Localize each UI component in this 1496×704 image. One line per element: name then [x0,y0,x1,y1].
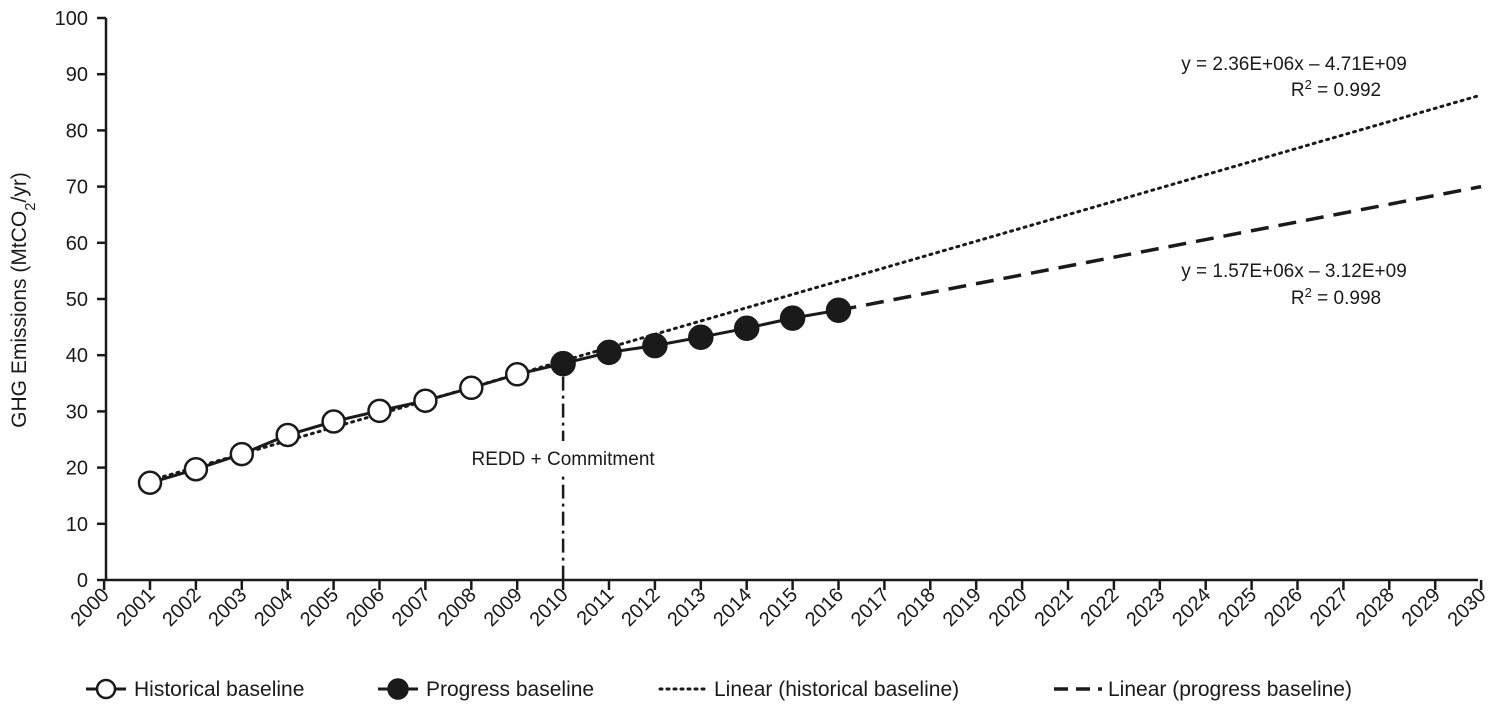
series-layer [137,93,1483,496]
x-tick-label: 2028 [1352,584,1399,631]
x-tick-label: 2024 [1168,584,1215,631]
x-tick-label: 2026 [1260,584,1307,631]
legend-label-linear-progress: Linear (progress baseline) [1108,678,1352,701]
historical-point [275,422,300,448]
x-tick-label: 2011 [573,584,619,630]
y-axis-title-subscript: 2 [22,202,39,210]
y-tick-label: 90 [66,64,88,86]
x-tick-label: 2023 [1122,584,1169,631]
progress-point [825,297,852,323]
x-tick-label: 2025 [1214,584,1261,631]
legend-label-linear-historical: Linear (historical baseline) [714,678,959,701]
progress-r2-value: = 0.998 [1312,288,1381,309]
historical-r2: R2 = 0.992 [1291,77,1381,102]
legend: Historical baseline Progress baseline Li… [86,678,1352,701]
x-tick-label: 2001 [113,584,160,631]
y-tick-label: 100 [55,8,88,30]
x-tick-label: 2016 [801,584,848,631]
progress-point [596,339,622,366]
y-tick-label: 30 [66,401,88,423]
historical-point [321,409,346,434]
legend-swatch-progress-marker [387,678,409,700]
legend-label-progress: Progress baseline [426,678,594,701]
progress-point [642,332,668,359]
progress-r2: R2 = 0.998 [1291,285,1381,310]
progress-point [733,315,760,341]
x-tick-label: 2017 [847,584,894,631]
historical-point [229,441,255,467]
historical-point [137,470,163,496]
y-tick-label: 20 [66,458,88,480]
y-axis-title-main: GHG Emissions (MtCO [8,211,31,428]
historical-point [413,388,438,413]
y-tick-label: 60 [66,233,88,255]
legend-item-progress: Progress baseline [378,678,594,701]
x-tick-label: 2019 [939,584,986,631]
x-tick-label: 2009 [480,584,527,631]
series-line-linear-progress [838,184,1482,312]
y-axis-title: GHG Emissions (MtCO2/yr) [8,172,39,428]
legend-item-historical: Historical baseline [86,678,304,701]
x-tick-label: 2014 [709,584,756,631]
x-tick-label: 2004 [250,584,297,631]
x-tick-label: 2027 [1306,584,1353,631]
y-tick-label: 40 [66,345,88,367]
x-tick-label: 2003 [204,584,251,631]
progress-point [550,350,576,377]
progress-point [688,324,714,350]
historical-point [183,457,209,482]
commitment-label: REDD + Commitment [472,449,656,470]
y-tick-label: 80 [66,120,88,142]
x-tick-label: 2006 [342,584,389,631]
x-tick-label: 2010 [526,584,573,631]
y-tick-label: 50 [66,289,88,311]
x-tick-label: 2030 [1444,584,1491,631]
historical-r2-prefix: R [1291,80,1305,101]
historical-point [367,398,392,424]
axes [104,18,1478,582]
x-tick-label: 2029 [1398,584,1445,631]
series-line-linear-historical [148,93,1483,482]
legend-item-linear-progress: Linear (progress baseline) [1054,678,1352,701]
x-tick-label: 2000 [67,584,114,631]
progress-point [779,305,806,331]
x-tick-label: 2021 [1031,584,1078,631]
x-tick-label: 2015 [755,584,802,631]
progress-equation: y = 1.57E+06x – 3.12E+09 [1181,261,1407,282]
legend-item-linear-historical: Linear (historical baseline) [658,678,959,701]
progress-r2-prefix: R [1291,288,1305,309]
y-axis-title-tail: /yr) [8,172,31,202]
x-tick-label: 2020 [985,584,1032,631]
x-ticks: 2000200120022003200420052006200720082009… [67,580,1491,631]
y-ticks: 0 10 20 30 40 50 60 70 80 90 100 [55,8,106,592]
legend-swatch-historical-marker [95,678,117,700]
x-tick-label: 2013 [663,584,710,631]
series-line-historical [149,362,564,485]
x-tick-label: 2002 [158,584,205,631]
x-tick-label: 2005 [296,584,343,631]
y-tick-label: 70 [66,177,88,199]
historical-point [504,362,530,387]
legend-label-historical: Historical baseline [134,678,304,701]
historical-r2-superscript: 2 [1305,77,1312,92]
x-tick-label: 2022 [1076,584,1123,631]
commitment-label-background [427,441,700,473]
x-tick-label: 2018 [893,584,940,631]
y-tick-label: 10 [66,514,88,536]
x-tick-label: 2008 [434,584,481,631]
historical-point [459,375,484,401]
historical-equation: y = 2.36E+06x – 4.71E+09 [1181,54,1407,75]
x-tick-label: 2012 [617,584,664,631]
historical-r2-value: = 0.992 [1312,80,1381,101]
progress-r2-superscript: 2 [1305,285,1312,300]
x-tick-label: 2007 [388,584,435,631]
y-tick-label: 0 [77,570,88,592]
